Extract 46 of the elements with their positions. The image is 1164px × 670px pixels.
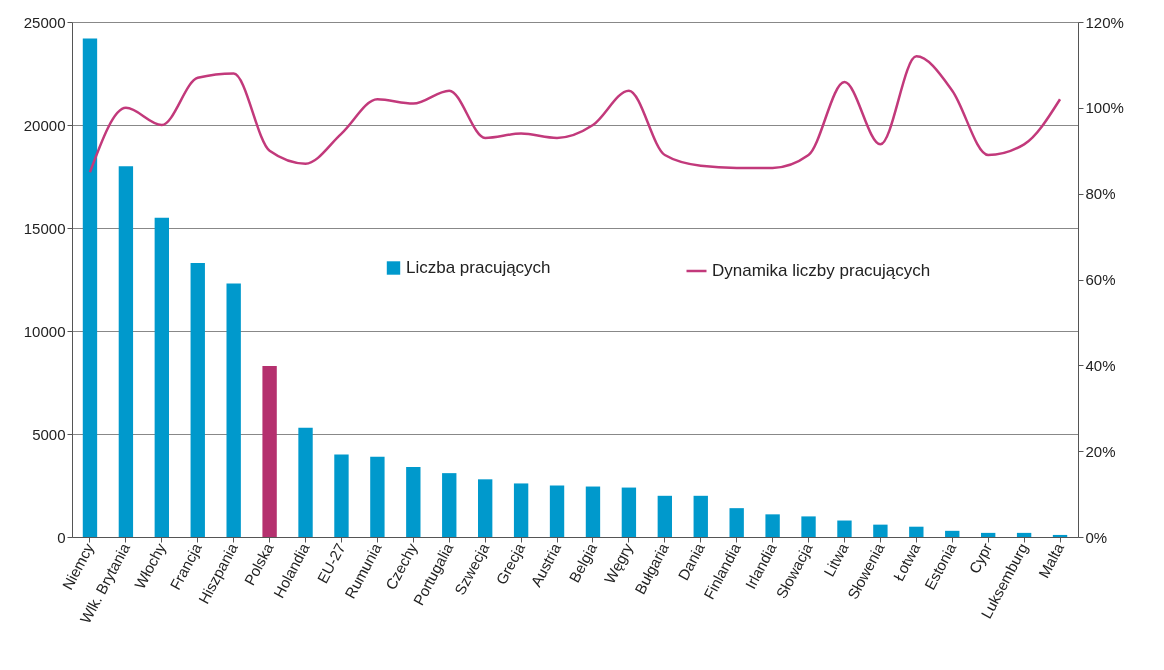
bar — [226, 283, 241, 537]
bar — [873, 524, 888, 537]
bar — [585, 486, 601, 537]
y-tick-label: 20000 — [23, 116, 66, 134]
y-tick-label: 0 — [57, 528, 66, 546]
line-series — [88, 55, 1062, 174]
y2-tick-label: 100% — [1085, 99, 1124, 117]
legend-label: Liczba pracujących — [406, 258, 551, 277]
bar — [442, 473, 457, 537]
bar — [801, 516, 816, 537]
bar — [298, 427, 313, 537]
bar — [729, 508, 744, 537]
bar — [262, 366, 277, 537]
legend-label: Dynamika liczby pracujących — [712, 261, 931, 280]
y2-tick-label: 60% — [1085, 271, 1116, 288]
y2-tick-label: 0% — [1085, 528, 1108, 546]
y2-tick-label: 80% — [1085, 185, 1116, 203]
bar — [621, 487, 637, 537]
bar — [1016, 532, 1032, 537]
bar — [82, 38, 98, 537]
bar — [945, 530, 960, 537]
bar — [1052, 534, 1068, 537]
y2-tick-label: 40% — [1085, 356, 1116, 374]
y2-tick-label: 120% — [1085, 13, 1124, 31]
bar — [154, 217, 170, 537]
bar — [693, 495, 708, 537]
bar — [334, 454, 349, 537]
bar — [477, 479, 493, 537]
bar — [370, 456, 385, 537]
bar — [657, 495, 673, 537]
y-tick-label: 15000 — [23, 219, 66, 237]
y2-tick-label: 20% — [1085, 442, 1116, 460]
bar — [190, 263, 205, 537]
y-tick-label: 25000 — [23, 13, 66, 31]
bar — [406, 466, 421, 537]
x-tick-label: Litwa — [820, 539, 852, 580]
bar — [549, 485, 565, 537]
bar — [837, 520, 852, 537]
bar — [513, 483, 529, 537]
bar — [765, 514, 780, 537]
y-tick-label: 10000 — [23, 322, 66, 340]
y-tick-label: 5000 — [32, 425, 66, 443]
bar — [909, 526, 924, 537]
bar — [980, 532, 996, 537]
bar — [118, 166, 134, 537]
x-tick-label: Malta — [1034, 539, 1068, 581]
